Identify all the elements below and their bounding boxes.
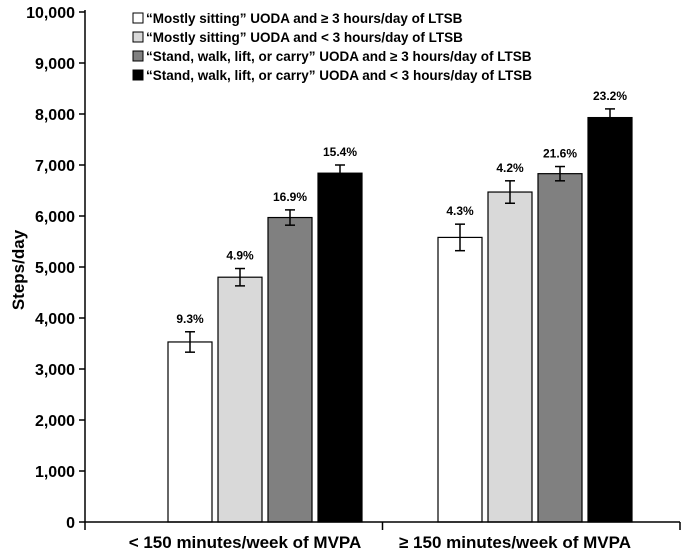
- bar-group: 9.3% 4.9% 16.9% 15.4%: [167, 145, 363, 523]
- y-tick-label: 9,000: [35, 56, 75, 73]
- x-category-label: < 150 minutes/week of MVPA: [129, 533, 362, 552]
- data-label: 4.9%: [226, 249, 254, 263]
- x-axis-categories: < 150 minutes/week of MVPA ≥ 150 minutes/…: [129, 533, 631, 552]
- legend-swatch: [132, 12, 144, 24]
- bar: [437, 236, 483, 523]
- y-axis-label: Steps/day: [9, 229, 28, 310]
- data-label: 21.6%: [543, 147, 577, 161]
- legend-swatch: [132, 50, 144, 62]
- legend-entry: “Stand, walk, lift, or carry” UODA and ≥…: [146, 49, 532, 64]
- data-label: 16.9%: [273, 190, 307, 204]
- bar-groups: 9.3% 4.9% 16.9% 15.4% 4.3% 4.2% 21.6% 23.2%: [167, 89, 633, 523]
- y-tick-label: 5,000: [35, 260, 75, 277]
- data-label: 23.2%: [593, 89, 627, 103]
- legend-swatch: [132, 69, 144, 81]
- bar-group: 4.3% 4.2% 21.6% 23.2%: [437, 89, 633, 523]
- y-tick-label: 1,000: [35, 464, 75, 481]
- data-label: 15.4%: [323, 145, 357, 159]
- data-label: 9.3%: [176, 312, 204, 326]
- legend-entry: “Stand, walk, lift, or carry” UODA and <…: [146, 68, 532, 83]
- y-tick-label: 2,000: [35, 413, 75, 430]
- bar: [267, 216, 313, 523]
- legend-entry: “Mostly sitting” UODA and < 3 hours/day …: [146, 30, 463, 45]
- legend-swatch: [132, 31, 144, 43]
- bar: [167, 341, 213, 523]
- y-tick-label: 3,000: [35, 362, 75, 379]
- y-tick-label: 6,000: [35, 209, 75, 226]
- bar: [317, 172, 363, 523]
- bar: [587, 116, 633, 523]
- y-tick-label: 10,000: [26, 5, 75, 22]
- y-tick-label: 8,000: [35, 107, 75, 124]
- legend: “Mostly sitting” UODA and ≥ 3 hours/day …: [132, 11, 532, 83]
- y-axis-ticks: 0 1,000 2,000 3,000 4,000 5,000 6,000 7,000 8,00…: [26, 5, 85, 532]
- axes: [84, 10, 681, 530]
- bar: [537, 173, 583, 523]
- y-tick-label: 4,000: [35, 311, 75, 328]
- y-tick-label: 7,000: [35, 158, 75, 175]
- y-tick-label: 0: [66, 515, 75, 532]
- data-label: 4.2%: [496, 161, 524, 175]
- x-category-label: ≥ 150 minutes/week of MVPA: [399, 533, 631, 552]
- bar: [487, 191, 533, 523]
- bar: [217, 276, 263, 523]
- legend-entry: “Mostly sitting” UODA and ≥ 3 hours/day …: [146, 11, 463, 26]
- data-label: 4.3%: [446, 204, 474, 218]
